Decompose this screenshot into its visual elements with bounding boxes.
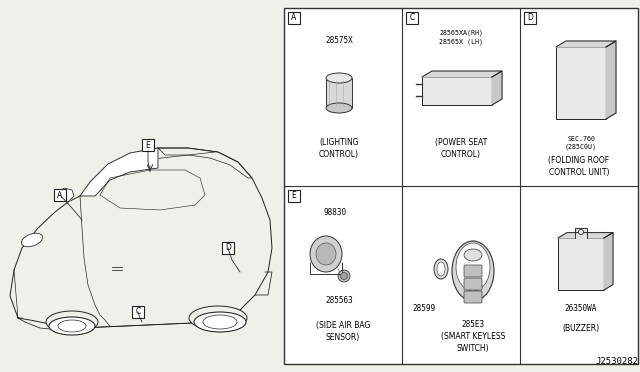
Text: E: E xyxy=(146,141,150,150)
Polygon shape xyxy=(575,228,587,238)
Text: E: E xyxy=(292,192,296,201)
FancyBboxPatch shape xyxy=(288,12,300,24)
Text: (SIDE AIR BAG
SENSOR): (SIDE AIR BAG SENSOR) xyxy=(316,321,370,342)
Text: SEC.760
(285C0U): SEC.760 (285C0U) xyxy=(565,136,597,151)
Text: A: A xyxy=(58,190,63,199)
Bar xyxy=(558,238,604,290)
Ellipse shape xyxy=(310,236,342,272)
Ellipse shape xyxy=(338,270,350,282)
Ellipse shape xyxy=(316,243,336,265)
Ellipse shape xyxy=(46,311,98,333)
FancyBboxPatch shape xyxy=(464,265,482,277)
Ellipse shape xyxy=(326,103,352,113)
Ellipse shape xyxy=(203,315,237,329)
Bar xyxy=(326,78,352,108)
Bar xyxy=(284,8,638,364)
Text: 28575X: 28575X xyxy=(325,36,353,45)
Text: A: A xyxy=(291,13,296,22)
Ellipse shape xyxy=(456,243,490,291)
Text: 285563: 285563 xyxy=(325,296,353,305)
Ellipse shape xyxy=(58,320,86,332)
FancyBboxPatch shape xyxy=(54,189,66,201)
FancyBboxPatch shape xyxy=(288,190,300,202)
Text: C: C xyxy=(136,308,141,317)
Ellipse shape xyxy=(22,233,42,247)
Text: 285E3: 285E3 xyxy=(461,320,484,329)
FancyBboxPatch shape xyxy=(142,139,154,151)
Text: J2530282: J2530282 xyxy=(595,357,638,366)
Polygon shape xyxy=(60,188,74,202)
Bar xyxy=(556,47,606,119)
Polygon shape xyxy=(558,232,613,238)
FancyBboxPatch shape xyxy=(222,242,234,254)
Ellipse shape xyxy=(49,317,95,335)
FancyBboxPatch shape xyxy=(524,12,536,24)
Polygon shape xyxy=(604,232,613,290)
Text: 28565XA(RH)
28565X (LH): 28565XA(RH) 28565X (LH) xyxy=(439,30,483,45)
Text: (BUZZER): (BUZZER) xyxy=(563,324,600,333)
Text: (FOLDING ROOF
CONTROL UNIT): (FOLDING ROOF CONTROL UNIT) xyxy=(548,156,609,177)
Polygon shape xyxy=(492,71,502,105)
Polygon shape xyxy=(556,41,616,47)
Polygon shape xyxy=(606,41,616,119)
Text: (POWER SEAT
CONTROL): (POWER SEAT CONTROL) xyxy=(435,138,487,159)
Text: (LIGHTING
CONTROL): (LIGHTING CONTROL) xyxy=(319,138,359,159)
Ellipse shape xyxy=(340,273,348,279)
Ellipse shape xyxy=(452,241,494,301)
Ellipse shape xyxy=(434,259,448,279)
Bar xyxy=(422,77,492,105)
FancyBboxPatch shape xyxy=(132,306,144,318)
Ellipse shape xyxy=(194,312,246,332)
Text: D: D xyxy=(527,13,533,22)
FancyBboxPatch shape xyxy=(406,12,418,24)
Text: C: C xyxy=(410,13,415,22)
Text: 98830: 98830 xyxy=(323,208,347,217)
Polygon shape xyxy=(80,148,158,196)
Ellipse shape xyxy=(579,230,584,234)
Ellipse shape xyxy=(464,249,482,261)
Text: 26350WA: 26350WA xyxy=(565,304,597,313)
Ellipse shape xyxy=(326,73,352,83)
Text: 28599: 28599 xyxy=(412,304,436,313)
FancyBboxPatch shape xyxy=(464,291,482,303)
Text: (SMART KEYLESS
SWITCH): (SMART KEYLESS SWITCH) xyxy=(441,332,505,353)
FancyBboxPatch shape xyxy=(464,278,482,290)
Polygon shape xyxy=(422,71,502,77)
Text: D: D xyxy=(225,244,231,253)
Ellipse shape xyxy=(437,262,445,276)
Ellipse shape xyxy=(189,306,247,330)
